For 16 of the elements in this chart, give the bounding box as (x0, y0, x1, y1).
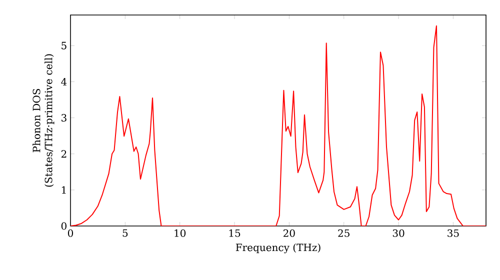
y-tick-label: 0 (61, 222, 66, 230)
x-tick-label: 0 (68, 229, 74, 237)
x-tick-label: 5 (122, 229, 128, 237)
x-tick-label: 20 (283, 229, 295, 237)
y-tick-label: 2 (61, 150, 66, 158)
y-tick-label: 1 (62, 186, 66, 194)
x-tick-label: 10 (174, 229, 186, 237)
y-tick-label: 3 (62, 114, 66, 122)
x-tick-label: 25 (338, 229, 350, 237)
y-tick-label: 5 (62, 42, 66, 50)
x-tick-label: 15 (229, 229, 240, 237)
x-axis-title: Frequency (THz) (236, 243, 320, 254)
x-tick-label: 30 (392, 229, 404, 237)
y-tick-label: 4 (61, 78, 67, 86)
x-tick-label: 35 (448, 229, 459, 237)
y-axis-title: Phonon DOS (States/THz·primitive cell) (32, 54, 54, 187)
